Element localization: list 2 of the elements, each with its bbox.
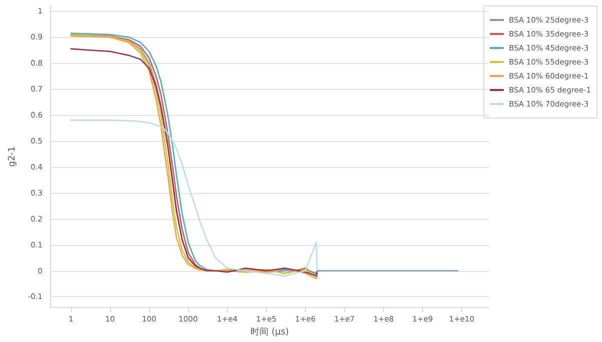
y-axis-title: g2-1 — [8, 146, 18, 167]
x-axis-title: 时间 (μs) — [250, 326, 289, 338]
